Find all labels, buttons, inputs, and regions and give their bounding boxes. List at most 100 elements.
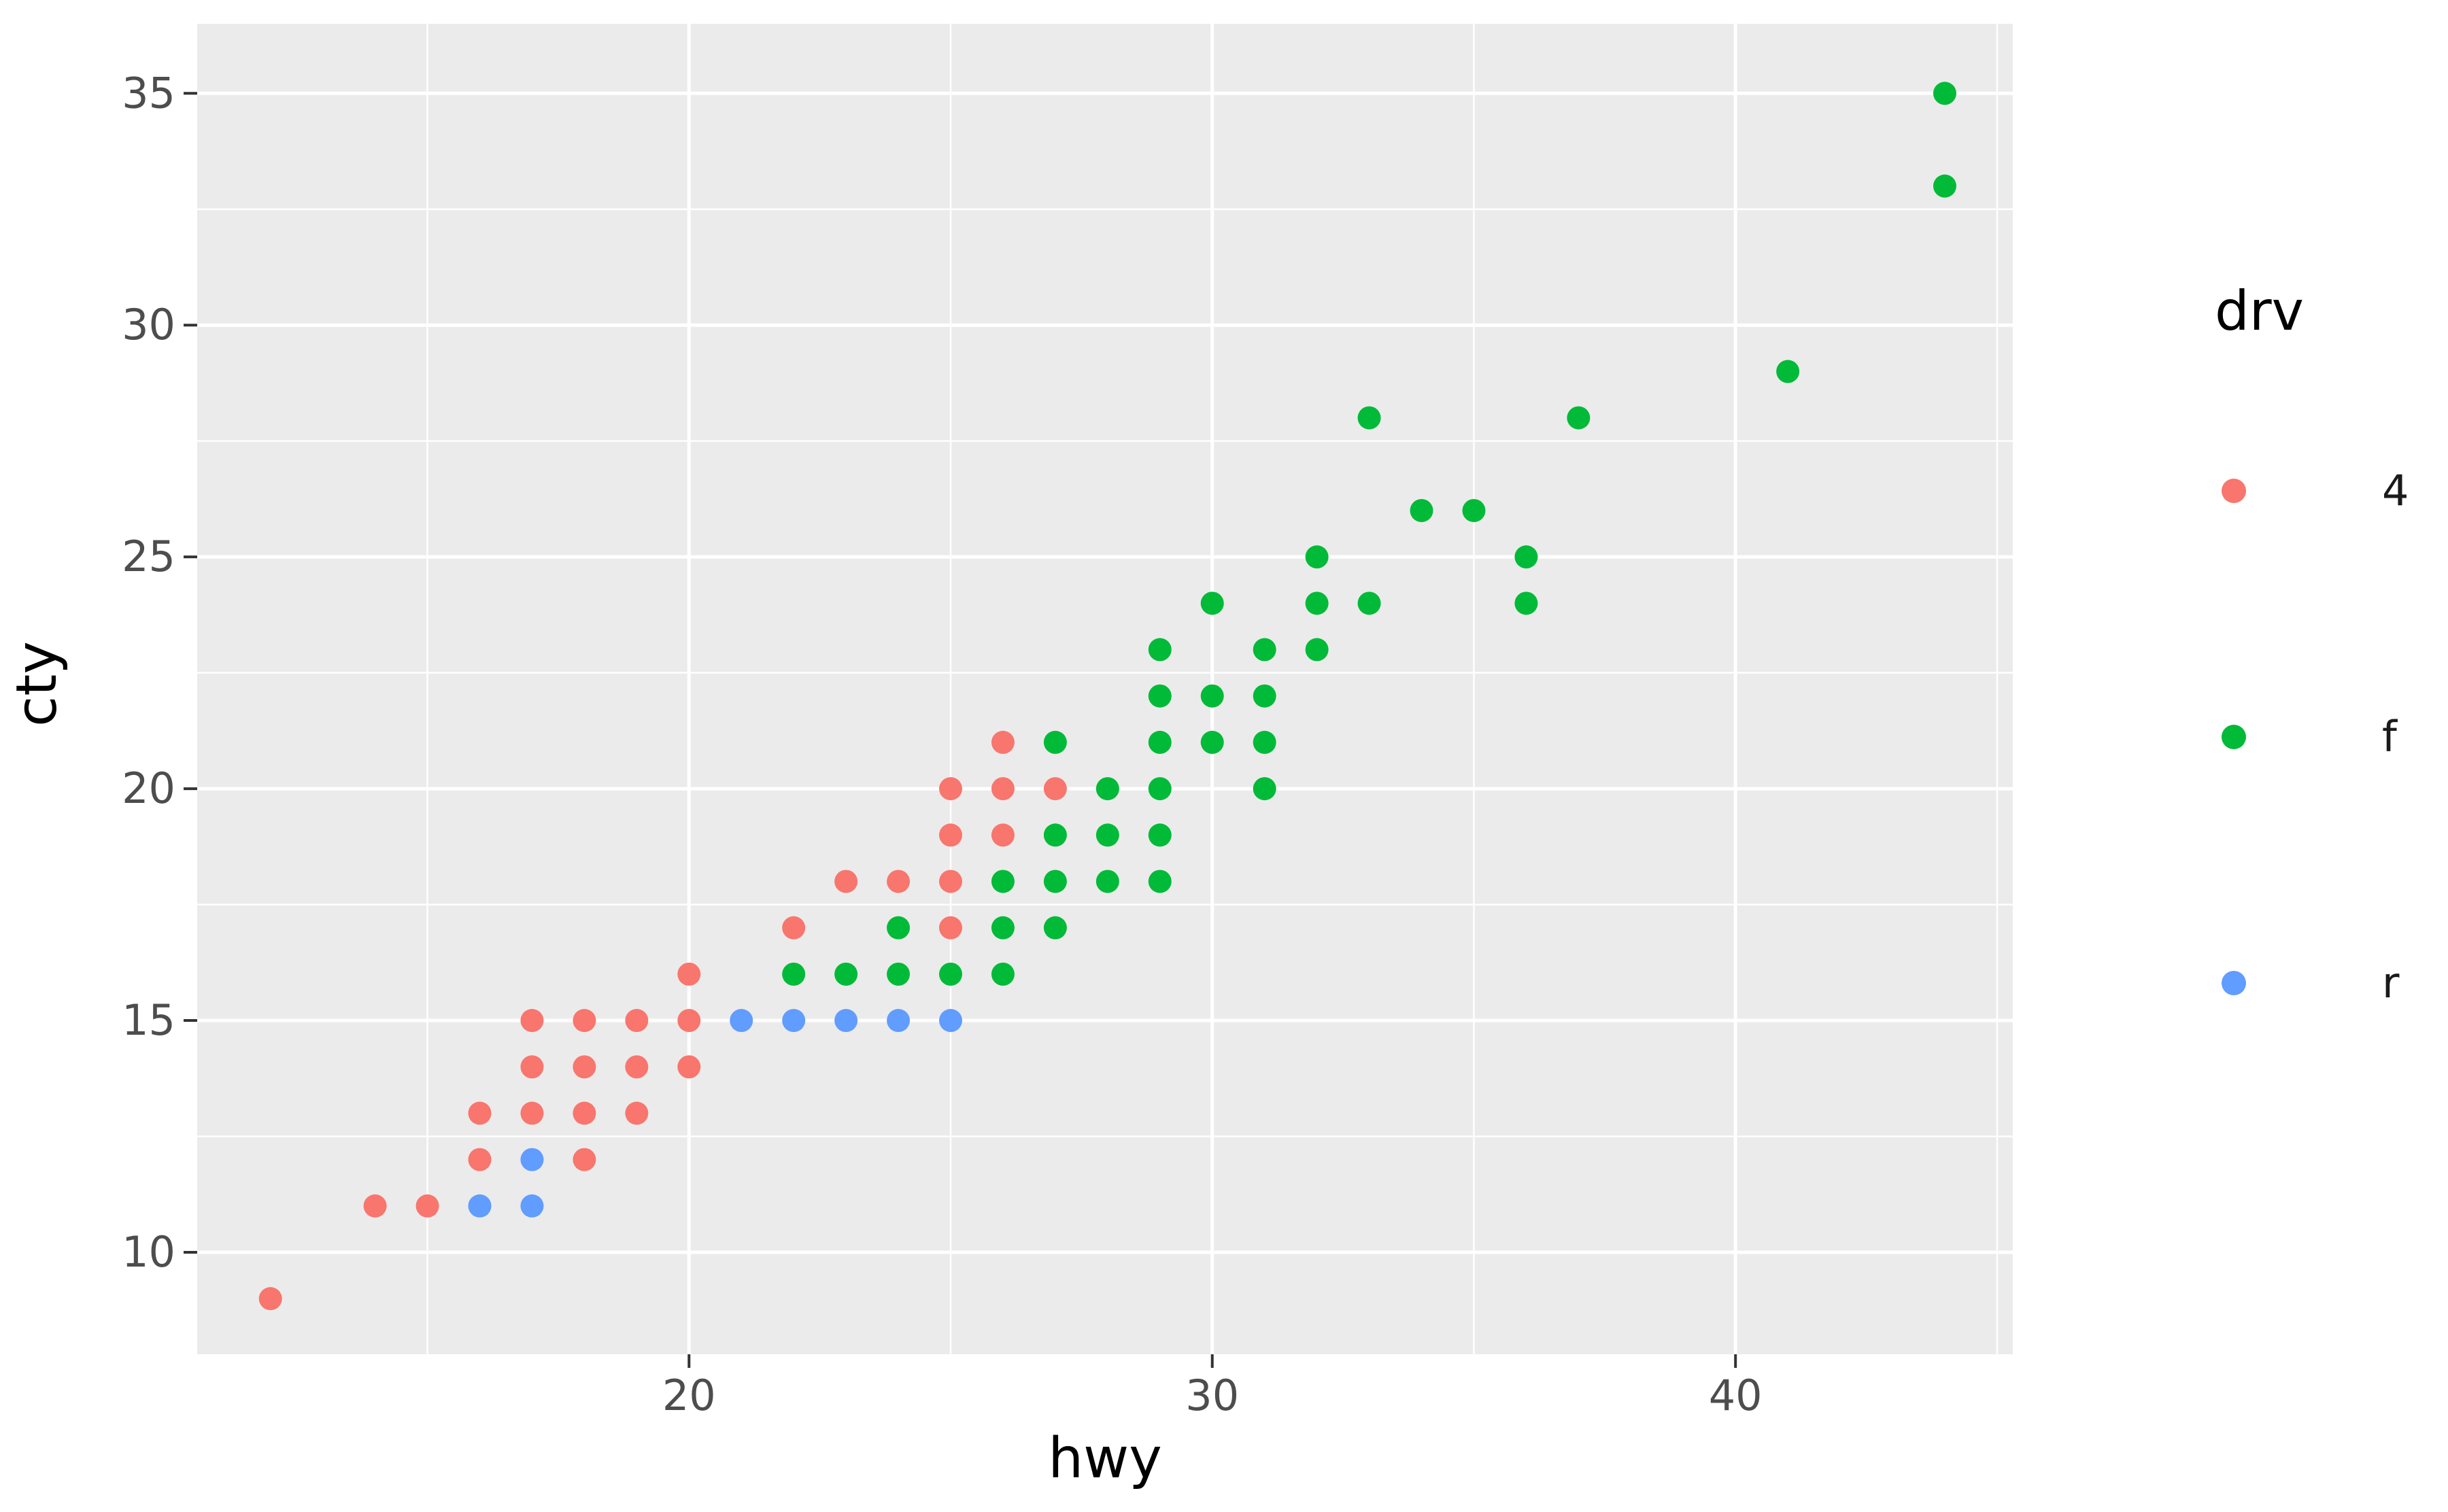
data-point-drv-f bbox=[782, 962, 806, 986]
y-axis-label: cty bbox=[4, 641, 69, 727]
data-point-drv-4 bbox=[520, 1009, 544, 1033]
data-point-drv-f bbox=[1567, 406, 1591, 430]
data-point-drv-f bbox=[1253, 730, 1276, 754]
data-point-drv-4 bbox=[573, 1055, 596, 1079]
data-point-drv-4 bbox=[573, 1101, 596, 1125]
data-point-drv-f bbox=[1305, 638, 1329, 662]
data-point-drv-4 bbox=[991, 777, 1015, 801]
data-point-drv-r bbox=[939, 1009, 963, 1033]
data-point-drv-f bbox=[939, 962, 963, 986]
data-point-drv-4 bbox=[258, 1287, 282, 1311]
data-point-drv-f bbox=[1043, 823, 1067, 847]
data-point-drv-4 bbox=[573, 1009, 596, 1033]
data-point-drv-f bbox=[887, 916, 911, 940]
data-point-drv-4 bbox=[415, 1194, 439, 1218]
plot-panel bbox=[197, 24, 2013, 1354]
legend-title: drv bbox=[2215, 279, 2305, 343]
data-point-drv-f bbox=[991, 870, 1015, 893]
data-point-drv-4 bbox=[573, 1148, 596, 1171]
data-point-drv-f bbox=[1200, 730, 1224, 754]
data-point-drv-f bbox=[1462, 498, 1486, 522]
legend-entry-r: r bbox=[2222, 958, 2409, 1008]
data-point-drv-f bbox=[1148, 730, 1172, 754]
data-point-drv-f bbox=[1148, 684, 1172, 708]
legend-key-dot bbox=[2222, 479, 2246, 503]
data-point-drv-4 bbox=[677, 1009, 701, 1033]
data-point-drv-f bbox=[1253, 684, 1276, 708]
data-point-drv-f bbox=[1095, 823, 1119, 847]
data-point-drv-r bbox=[468, 1194, 492, 1218]
data-point-drv-f bbox=[1357, 591, 1381, 615]
data-point-drv-f bbox=[834, 962, 858, 986]
data-point-drv-f bbox=[1305, 545, 1329, 569]
data-point-drv-f bbox=[1043, 870, 1067, 893]
data-point-drv-f bbox=[1148, 870, 1172, 893]
data-point-drv-4 bbox=[625, 1055, 649, 1079]
legend-key-dot bbox=[2222, 971, 2246, 995]
data-point-drv-f bbox=[1043, 730, 1067, 754]
data-point-drv-4 bbox=[625, 1101, 649, 1125]
data-point-drv-f bbox=[1148, 823, 1172, 847]
y-tick-label: 35 bbox=[122, 68, 175, 118]
data-point-drv-4 bbox=[677, 1055, 701, 1079]
data-point-drv-r bbox=[730, 1009, 753, 1033]
data-point-drv-4 bbox=[468, 1101, 492, 1125]
data-point-drv-f bbox=[1200, 591, 1224, 615]
data-point-drv-4 bbox=[939, 916, 963, 940]
data-point-drv-f bbox=[1514, 591, 1538, 615]
data-point-drv-4 bbox=[991, 730, 1015, 754]
data-point-drv-f bbox=[1148, 777, 1172, 801]
data-point-drv-4 bbox=[834, 870, 858, 893]
y-tick-label: 25 bbox=[122, 532, 175, 581]
data-point-drv-f bbox=[1410, 498, 1433, 522]
data-point-drv-f bbox=[1253, 777, 1276, 801]
data-point-drv-4 bbox=[939, 777, 963, 801]
data-point-drv-f bbox=[887, 962, 911, 986]
legend-entry-label: 4 bbox=[2382, 466, 2409, 515]
data-point-drv-4 bbox=[1043, 777, 1067, 801]
legend-entry-f: f bbox=[2222, 712, 2409, 762]
data-point-drv-4 bbox=[468, 1148, 492, 1171]
data-point-drv-f bbox=[1776, 360, 1800, 383]
data-point-drv-r bbox=[520, 1148, 544, 1171]
data-point-drv-r bbox=[782, 1009, 806, 1033]
data-point-drv-r bbox=[834, 1009, 858, 1033]
legend-entry-4: 4 bbox=[2222, 466, 2409, 516]
x-tick-label: 20 bbox=[662, 1371, 716, 1420]
data-point-drv-f bbox=[991, 916, 1015, 940]
x-tick-label: 40 bbox=[1709, 1371, 1763, 1420]
legend-entry-label: f bbox=[2382, 712, 2397, 761]
data-point-drv-4 bbox=[363, 1194, 387, 1218]
data-point-drv-r bbox=[887, 1009, 911, 1033]
legend-entry-label: r bbox=[2382, 958, 2400, 1008]
data-point-drv-4 bbox=[782, 916, 806, 940]
data-point-drv-4 bbox=[677, 962, 701, 986]
x-tick-label: 30 bbox=[1185, 1371, 1239, 1420]
y-tick-label: 10 bbox=[122, 1227, 175, 1277]
y-tick-label: 20 bbox=[122, 763, 175, 813]
data-point-drv-f bbox=[1933, 82, 1956, 105]
x-axis-label: hwy bbox=[1048, 1426, 1162, 1491]
data-point-drv-f bbox=[991, 962, 1015, 986]
data-point-drv-f bbox=[1148, 638, 1172, 662]
data-point-drv-4 bbox=[625, 1009, 649, 1033]
data-point-drv-f bbox=[1200, 684, 1224, 708]
data-point-drv-f bbox=[1933, 174, 1956, 198]
data-point-drv-4 bbox=[991, 823, 1015, 847]
y-tick-label: 30 bbox=[122, 300, 175, 349]
data-point-drv-f bbox=[1357, 406, 1381, 430]
data-point-drv-4 bbox=[520, 1101, 544, 1125]
data-point-drv-4 bbox=[520, 1055, 544, 1079]
data-point-drv-f bbox=[1305, 591, 1329, 615]
data-point-drv-f bbox=[1095, 870, 1119, 893]
data-point-drv-f bbox=[1253, 638, 1276, 662]
data-point-drv-f bbox=[1095, 777, 1119, 801]
data-point-drv-r bbox=[520, 1194, 544, 1218]
y-tick-label: 15 bbox=[122, 995, 175, 1045]
data-point-drv-f bbox=[1043, 916, 1067, 940]
data-point-drv-4 bbox=[939, 823, 963, 847]
data-point-drv-f bbox=[1514, 545, 1538, 569]
data-point-drv-4 bbox=[887, 870, 911, 893]
